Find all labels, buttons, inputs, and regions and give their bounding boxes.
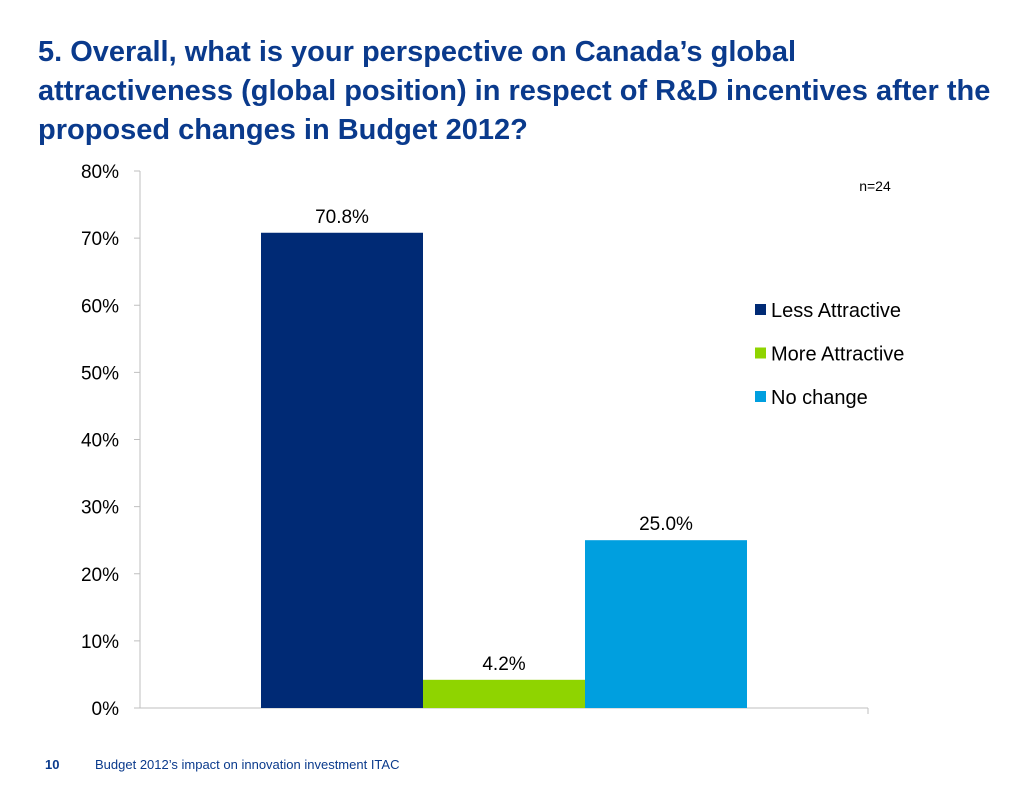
bar <box>261 232 423 708</box>
data-label: 70.8% <box>315 207 369 228</box>
y-tick-label: 0% <box>92 699 120 720</box>
bar <box>585 540 747 708</box>
y-tick-label: 40% <box>81 431 119 452</box>
legend-label: No change <box>771 387 868 409</box>
y-tick-label: 70% <box>81 229 119 250</box>
y-tick-label: 30% <box>81 498 119 519</box>
y-tick-label: 80% <box>81 162 119 183</box>
y-tick-label: 20% <box>81 565 119 586</box>
legend-swatch <box>755 304 766 315</box>
chart-bars: 70.8% 4.2% 25.0% <box>261 207 747 708</box>
chart-axes: 0% 10% 20% 30% 40% 50% 60% 70% 80% <box>81 162 869 720</box>
y-tick-label: 10% <box>81 632 119 653</box>
legend-swatch <box>755 347 766 359</box>
slide-title: 5. Overall, what is your perspective on … <box>38 36 991 146</box>
data-label: 25.0% <box>639 514 693 535</box>
data-label: 4.2% <box>482 654 525 675</box>
bar <box>423 679 585 708</box>
y-tick-label: 50% <box>81 363 119 384</box>
chart-legend: Less Attractive More Attractive No change <box>755 300 904 409</box>
page-number: 10 <box>45 757 60 772</box>
footer-text: Budget 2012’s impact on innovation inves… <box>95 757 400 772</box>
legend-swatch <box>755 391 766 402</box>
legend-label: More Attractive <box>771 344 904 366</box>
sample-size-annotation: n=24 <box>859 178 891 194</box>
legend-label: Less Attractive <box>771 300 901 322</box>
y-tick-label: 60% <box>81 296 119 317</box>
